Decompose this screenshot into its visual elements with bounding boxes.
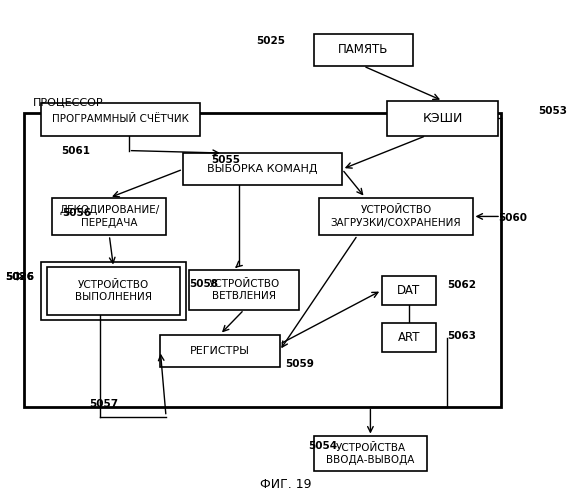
Text: 5054: 5054	[308, 442, 337, 452]
Text: 5063: 5063	[447, 330, 476, 340]
FancyBboxPatch shape	[189, 270, 300, 310]
FancyBboxPatch shape	[47, 268, 180, 314]
Text: 5062: 5062	[447, 280, 476, 290]
FancyBboxPatch shape	[160, 334, 279, 367]
FancyBboxPatch shape	[41, 104, 200, 136]
Text: ФИГ. 19: ФИГ. 19	[259, 478, 311, 491]
FancyBboxPatch shape	[313, 436, 427, 472]
Text: ART: ART	[397, 331, 420, 344]
Text: 5026: 5026	[5, 272, 34, 282]
Text: DAT: DAT	[397, 284, 420, 297]
FancyBboxPatch shape	[52, 198, 166, 235]
Text: 5055: 5055	[212, 156, 240, 166]
Text: ПРОЦЕССОР: ПРОЦЕССОР	[33, 98, 104, 108]
FancyBboxPatch shape	[319, 198, 473, 235]
Text: РЕГИСТРЫ: РЕГИСТРЫ	[190, 346, 250, 356]
Text: 5026: 5026	[5, 272, 34, 282]
Text: 5060: 5060	[498, 212, 527, 222]
Text: УСТРОЙСТВА
ВВОДА-ВЫВОДА: УСТРОЙСТВА ВВОДА-ВЫВОДА	[326, 442, 415, 465]
Text: ПАМЯТЬ: ПАМЯТЬ	[338, 44, 389, 57]
Text: 5059: 5059	[285, 360, 314, 370]
Text: ДЕКОДИРОВАНИЕ/
ПЕРЕДАЧА: ДЕКОДИРОВАНИЕ/ ПЕРЕДАЧА	[59, 205, 159, 228]
Text: 5053: 5053	[538, 106, 567, 116]
Text: 5025: 5025	[256, 36, 285, 46]
Text: УСТРОЙСТВО
ВЫПОЛНЕНИЯ: УСТРОЙСТВО ВЫПОЛНЕНИЯ	[75, 280, 152, 302]
FancyBboxPatch shape	[382, 276, 436, 304]
Text: УСТРОЙСТВО
ВЕТВЛЕНИЯ: УСТРОЙСТВО ВЕТВЛЕНИЯ	[209, 278, 279, 301]
Text: ПРОГРАММНЫЙ СЧЁТЧИК: ПРОГРАММНЫЙ СЧЁТЧИК	[52, 114, 189, 124]
Text: 5058: 5058	[189, 279, 218, 289]
Text: УСТРОЙСТВО
ЗАГРУЗКИ/СОХРАНЕНИЯ: УСТРОЙСТВО ЗАГРУЗКИ/СОХРАНЕНИЯ	[331, 205, 461, 228]
Text: ВЫБОРКА КОМАНД: ВЫБОРКА КОМАНД	[208, 164, 318, 174]
Text: КЭШИ: КЭШИ	[423, 112, 463, 124]
FancyBboxPatch shape	[388, 101, 498, 136]
Text: 5056: 5056	[62, 208, 91, 218]
FancyBboxPatch shape	[313, 34, 413, 66]
FancyBboxPatch shape	[183, 153, 342, 186]
FancyBboxPatch shape	[382, 323, 436, 352]
Text: 5061: 5061	[61, 146, 90, 156]
Text: 5057: 5057	[89, 399, 118, 409]
